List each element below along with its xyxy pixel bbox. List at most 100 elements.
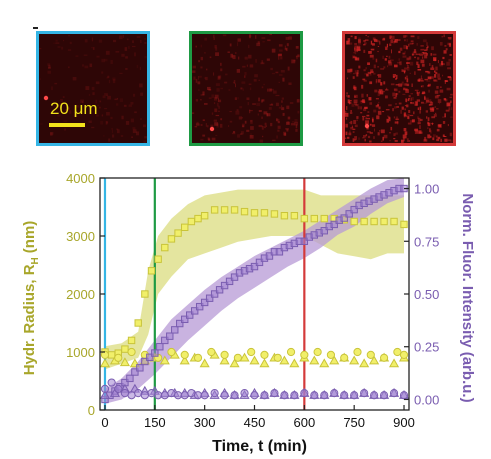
fluorescence-speck [394,39,398,43]
fluorescence-speck [256,42,261,47]
fluorescence-speck [409,61,414,66]
fluorescence-speck [356,119,358,122]
fluorescence-speck [354,70,358,74]
fluorescence-speck [367,62,370,65]
fluorescence-speck [214,45,217,49]
fluorescence-speck [350,120,353,125]
fluorescence-speck [204,103,208,105]
fluorescence-speck [112,77,116,81]
fluorescence-speck [249,109,251,114]
fluorescence-speck [62,96,65,98]
fluorescence-speck [426,80,431,82]
fluorescence-speck [346,40,350,45]
fluorescence-speck [227,51,230,53]
fluorescence-speck [198,60,200,63]
fluorescence-speck [403,128,407,132]
fluorescence-speck [286,129,289,132]
fluorescence-speck [348,132,352,136]
square-marker [360,217,368,226]
fluorescence-speck [266,113,268,117]
square-marker [190,307,199,315]
fluorescence-speck [358,39,361,43]
fluorescence-speck [110,60,113,64]
square-marker [300,214,309,223]
fluorescence-speck [385,89,389,91]
fluorescence-speck [421,93,424,95]
fluorescence-speck [411,119,415,123]
fluorescence-speck [372,37,376,41]
fluorescence-speck [134,111,137,114]
fluorescence-speck [426,46,428,51]
fluorescence-speck [360,101,362,104]
fluorescence-speck [207,86,211,90]
fluorescence-speck [193,76,196,80]
fluorescence-speck [284,45,286,50]
fluorescence-speck [354,124,358,128]
fluorescence-speck [104,58,108,62]
circle-marker [366,350,375,359]
fluorescence-speck [448,38,452,40]
fluorescence-speck [120,135,124,137]
fluorescence-speck [405,35,408,38]
fluorescence-speck [364,106,368,109]
triangle-marker [289,358,300,368]
micrograph-background [192,34,300,143]
fluorescence-speck [281,105,283,107]
fluorescence-speck [270,103,273,105]
fluorescence-speck [365,117,367,120]
fluorescence-speck [289,102,294,104]
fluorescence-speck [60,99,63,103]
fluorescence-speck [383,66,386,69]
fluorescence-speck [398,102,402,105]
fluorescence-speck [354,94,358,98]
fluorescence-speck [192,70,196,73]
fluorescence-speck [429,128,431,133]
fluorescence-speck [419,125,421,129]
fluorescence-speck [213,102,216,105]
fluorescence-speck [88,120,92,123]
fluorescence-speck [407,122,412,125]
fluorescence-speck [262,99,265,102]
fluorescence-speck [282,77,285,82]
fluorescence-speck [369,72,372,76]
fluorescence-speck [404,105,407,107]
fluorescence-speck [373,38,377,40]
fluorescence-speck [429,103,433,106]
square-marker [131,368,139,376]
fluorescence-speck [271,48,276,53]
fluorescence-speck [105,121,108,125]
fluorescence-speck [287,121,290,125]
fluorescence-speck [104,108,108,110]
fluorescence-speck [395,103,398,105]
fluorescence-speck [365,120,369,124]
fluorescence-speck [268,107,272,110]
fluorescence-speck [393,133,396,137]
square-marker [174,229,182,237]
fluorescence-speck [108,138,111,142]
fluorescence-speck [383,81,386,85]
fluorescence-speck [278,106,282,109]
fluorescence-speck [403,137,405,142]
fluorescence-speck [387,65,389,68]
fluorescence-speck [119,35,123,40]
fluorescence-speck [195,45,197,48]
fluorescence-speck [353,120,357,124]
y-right-tick-label: 0.25 [414,340,439,355]
fluorescence-speck [410,102,415,105]
fluorescence-speck [377,66,379,68]
fluorescence-speck [377,74,379,76]
fluorescence-speck [61,46,64,50]
square-marker [181,223,189,231]
fluorescence-speck [450,139,453,143]
fluorescence-speck [430,130,432,134]
fluorescence-speck [447,76,451,78]
fluorescence-speck [349,101,351,105]
fluorescence-speck [130,118,134,123]
circle-marker [399,350,409,359]
scale-bar-label: 20 μm [50,99,98,118]
fluorescence-speck [356,49,361,51]
fluorescence-speck [430,76,434,79]
circle-marker [300,389,309,398]
fluorescence-speck [379,130,381,132]
fluorescence-speck [447,139,451,142]
